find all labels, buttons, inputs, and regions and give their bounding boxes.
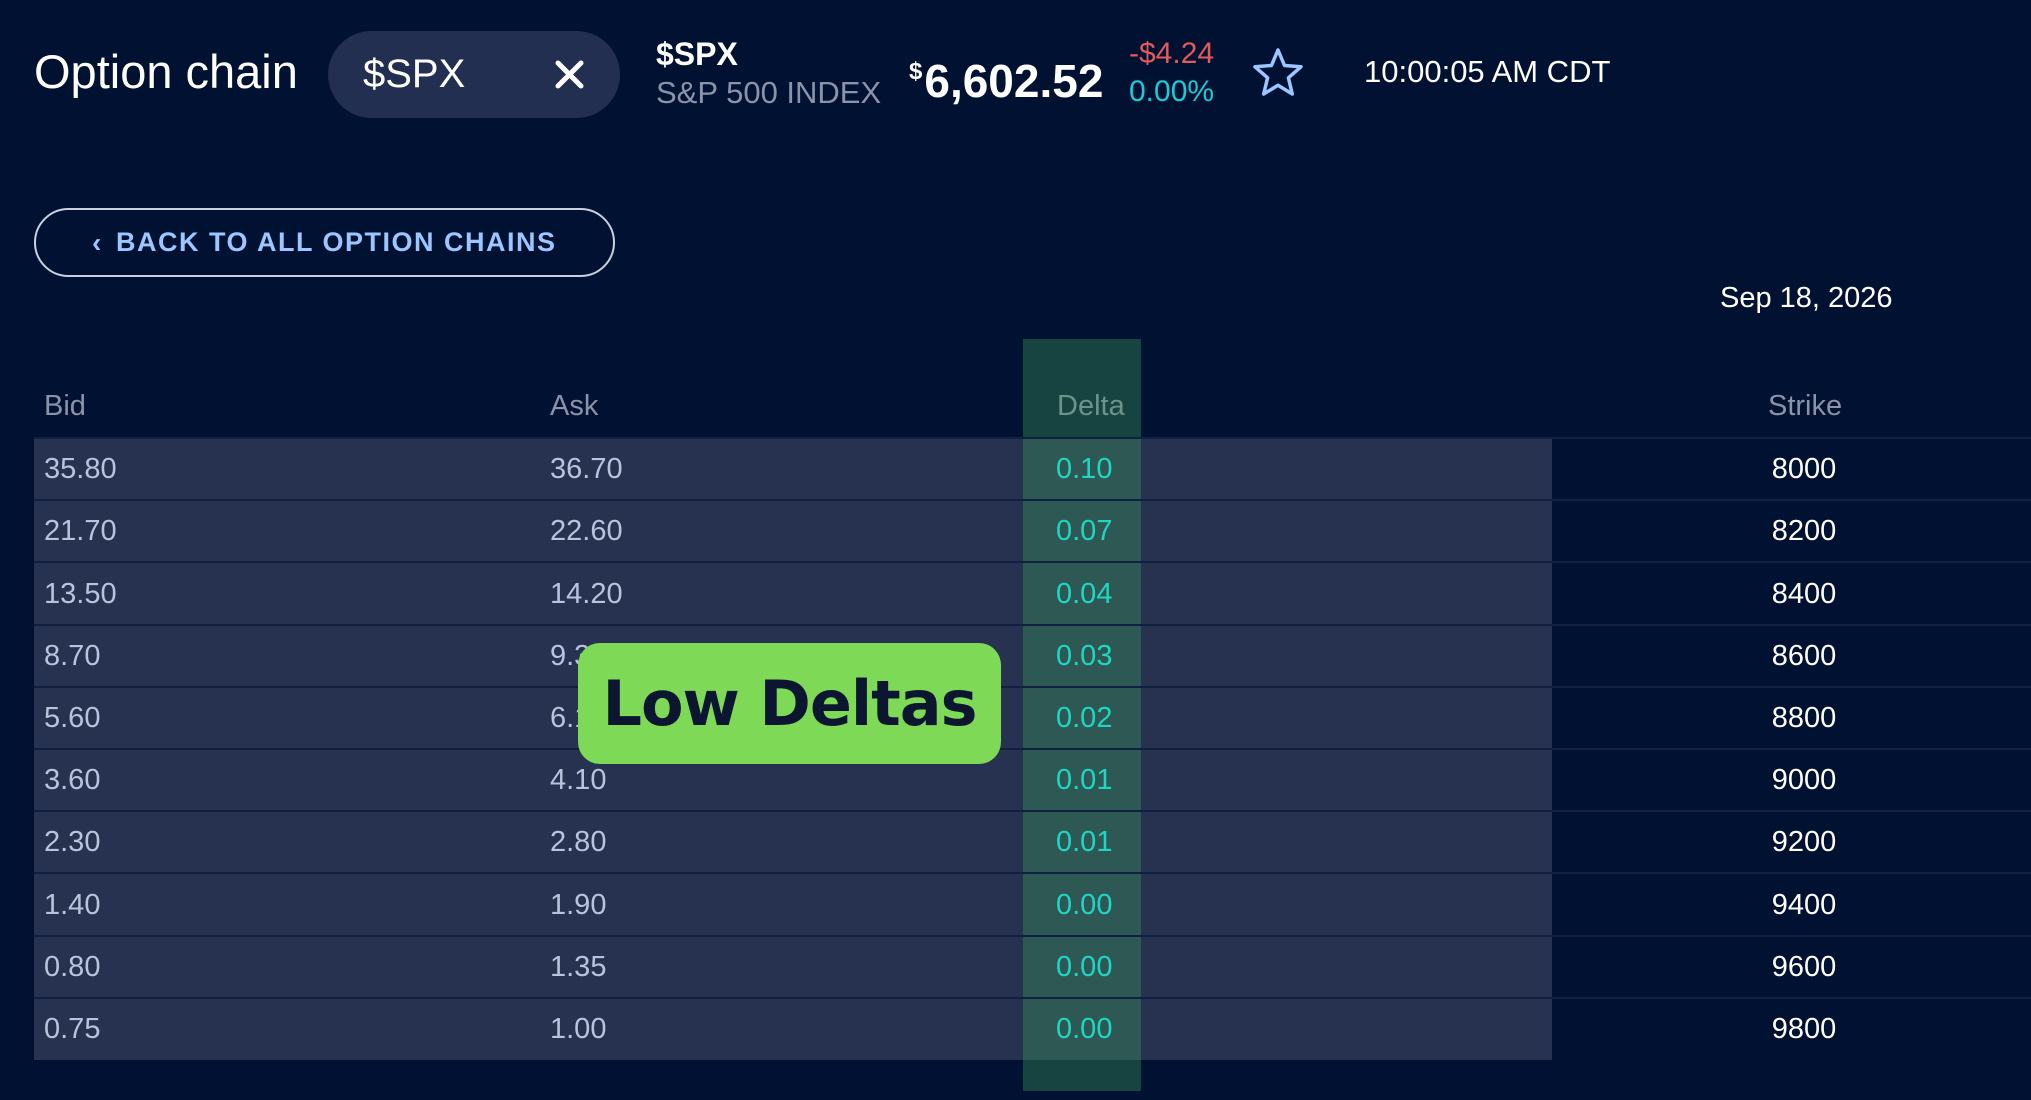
bid-cell: 35.80: [44, 453, 117, 485]
expiration-date: Sep 18, 2026: [1720, 282, 1893, 314]
delta-cell: 0.04: [1056, 578, 1113, 610]
symbol-search-input[interactable]: $SPX: [363, 52, 466, 96]
column-header-bid: Bid: [44, 390, 86, 422]
bid-cell: 3.60: [44, 764, 101, 796]
strike-cell: 9200: [1771, 826, 1837, 858]
strike-cell: 9400: [1771, 889, 1837, 921]
delta-cell: 0.00: [1056, 1013, 1113, 1045]
page-title: Option chain: [34, 45, 298, 98]
table-row-divider: [34, 934, 2031, 937]
bid-cell: 5.60: [44, 702, 101, 734]
last-price: $6,602.52: [909, 42, 1103, 111]
ticker-symbol: $SPX: [656, 36, 738, 72]
strike-cell: 8000: [1771, 453, 1837, 485]
delta-cell: 0.00: [1056, 951, 1113, 983]
table-row-divider: [34, 499, 2031, 502]
bid-cell: 0.75: [44, 1013, 101, 1045]
ask-cell: 36.70: [550, 453, 623, 485]
table-row-divider: [34, 561, 2031, 564]
bid-cell: 21.70: [44, 515, 117, 547]
table-row-divider: [34, 996, 2031, 999]
strike-cell: 9600: [1771, 951, 1837, 983]
table-row-divider: [34, 872, 2031, 875]
strike-cell: 9800: [1771, 1013, 1837, 1045]
column-header-ask: Ask: [550, 390, 599, 422]
strike-cell: 8200: [1771, 515, 1837, 547]
bid-cell: 1.40: [44, 889, 101, 921]
column-header-delta: Delta: [1057, 390, 1125, 422]
delta-column-highlight: [1023, 339, 1141, 1091]
back-button-label: BACK TO ALL OPTION CHAINS: [116, 227, 557, 257]
table-row-divider: [34, 623, 2031, 626]
back-to-all-option-chains-button[interactable]: ‹ BACK TO ALL OPTION CHAINS: [34, 208, 615, 277]
delta-cell: 0.07: [1056, 515, 1113, 547]
close-icon[interactable]: [553, 58, 586, 91]
price-currency: $: [909, 58, 923, 85]
low-deltas-callout: Low Deltas: [578, 643, 1001, 764]
bid-cell: 8.70: [44, 640, 101, 672]
star-icon[interactable]: [1250, 46, 1306, 100]
delta-cell: 0.02: [1056, 702, 1113, 734]
ask-cell: 14.20: [550, 578, 623, 610]
strike-cell: 8800: [1771, 702, 1837, 734]
price-change-percent: 0.00%: [1129, 75, 1215, 108]
delta-cell: 0.03: [1056, 640, 1113, 672]
column-header-strike: Strike: [1768, 390, 1843, 422]
strike-cell: 8600: [1771, 640, 1837, 672]
ticker-name: S&P 500 INDEX: [656, 75, 882, 110]
price-change: -$4.24: [1129, 37, 1215, 70]
delta-cell: 0.10: [1056, 453, 1113, 485]
ask-cell: 1.35: [550, 951, 607, 983]
table-row-divider: [34, 810, 2031, 813]
ask-cell: 1.00: [550, 1013, 607, 1045]
symbol-search-field[interactable]: $SPX: [328, 31, 620, 118]
chevron-left-icon: ‹: [92, 227, 102, 258]
delta-cell: 0.01: [1056, 764, 1113, 796]
bid-cell: 2.30: [44, 826, 101, 858]
table-row-divider: [34, 748, 2031, 750]
ask-cell: 22.60: [550, 515, 623, 547]
strike-cell: 8400: [1771, 578, 1837, 610]
quote-timestamp: 10:00:05 AM CDT: [1364, 54, 1611, 89]
ask-cell: 4.10: [550, 764, 607, 796]
delta-cell: 0.01: [1056, 826, 1113, 858]
ask-cell: 1.90: [550, 889, 607, 921]
delta-cell: 0.00: [1056, 889, 1113, 921]
bid-cell: 0.80: [44, 951, 101, 983]
bid-cell: 13.50: [44, 578, 117, 610]
price-value: 6,602.52: [924, 55, 1104, 107]
ask-cell: 2.80: [550, 826, 607, 858]
strike-cell: 9000: [1771, 764, 1837, 796]
table-row-divider: [34, 685, 2031, 688]
table-row-divider: [34, 437, 2031, 439]
